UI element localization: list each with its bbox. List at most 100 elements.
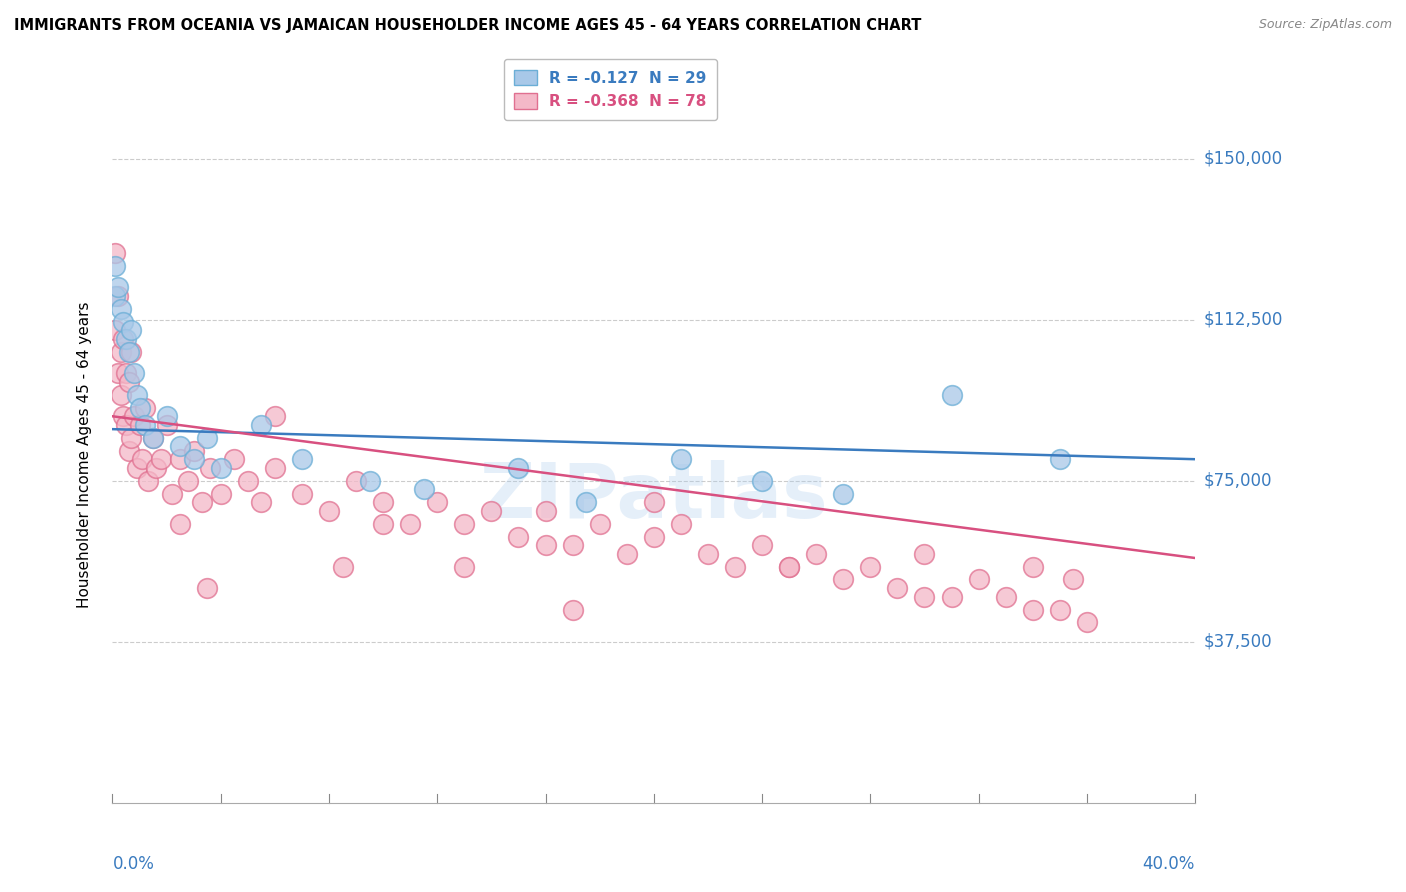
- Point: [264, 460, 287, 475]
- Point: [142, 431, 165, 445]
- Point: [399, 516, 422, 531]
- Point: [209, 486, 232, 500]
- Point: [778, 559, 800, 574]
- Text: IMMIGRANTS FROM OCEANIA VS JAMAICAN HOUSEHOLDER INCOME AGES 45 - 64 YEARS CORREL: IMMIGRANTS FROM OCEANIA VS JAMAICAN HOUS…: [14, 18, 921, 33]
- Point: [751, 538, 773, 552]
- Point: [122, 367, 145, 381]
- Text: $37,500: $37,500: [1204, 632, 1272, 651]
- Point: [575, 495, 598, 509]
- Point: [534, 538, 557, 552]
- Point: [371, 516, 394, 531]
- Point: [994, 590, 1017, 604]
- Point: [941, 388, 963, 402]
- Point: [426, 495, 449, 509]
- Point: [508, 529, 530, 543]
- Point: [195, 581, 218, 595]
- Point: [169, 439, 191, 453]
- Text: $112,500: $112,500: [1204, 310, 1282, 328]
- Point: [134, 417, 156, 432]
- Point: [115, 367, 138, 381]
- Point: [1049, 602, 1071, 616]
- Point: [914, 547, 936, 561]
- Point: [110, 344, 132, 359]
- Point: [136, 474, 159, 488]
- Point: [332, 559, 354, 574]
- Point: [371, 495, 394, 509]
- Point: [169, 452, 191, 467]
- Text: Source: ZipAtlas.com: Source: ZipAtlas.com: [1258, 18, 1392, 31]
- Point: [125, 460, 148, 475]
- Point: [1021, 559, 1043, 574]
- Point: [150, 452, 173, 467]
- Point: [453, 559, 475, 574]
- Point: [118, 443, 141, 458]
- Point: [804, 547, 827, 561]
- Point: [115, 417, 138, 432]
- Point: [107, 367, 129, 381]
- Point: [616, 547, 638, 561]
- Point: [191, 495, 214, 509]
- Point: [291, 486, 314, 500]
- Y-axis label: Householder Income Ages 45 - 64 years: Householder Income Ages 45 - 64 years: [77, 301, 91, 608]
- Point: [142, 431, 165, 445]
- Point: [120, 323, 142, 337]
- Point: [112, 409, 135, 424]
- Point: [344, 474, 367, 488]
- Point: [751, 474, 773, 488]
- Point: [112, 315, 135, 329]
- Point: [122, 409, 145, 424]
- Point: [914, 590, 936, 604]
- Point: [359, 474, 381, 488]
- Point: [177, 474, 200, 488]
- Point: [669, 452, 692, 467]
- Point: [967, 573, 990, 587]
- Point: [778, 559, 800, 574]
- Point: [110, 301, 132, 316]
- Point: [832, 573, 855, 587]
- Point: [696, 547, 718, 561]
- Point: [412, 483, 434, 497]
- Point: [941, 590, 963, 604]
- Point: [120, 431, 142, 445]
- Point: [104, 323, 127, 337]
- Text: 0.0%: 0.0%: [112, 855, 155, 873]
- Point: [1021, 602, 1043, 616]
- Point: [183, 452, 205, 467]
- Text: $75,000: $75,000: [1204, 472, 1271, 490]
- Point: [453, 516, 475, 531]
- Point: [859, 559, 882, 574]
- Point: [643, 495, 665, 509]
- Point: [1062, 573, 1084, 587]
- Legend: R = -0.127  N = 29, R = -0.368  N = 78: R = -0.127 N = 29, R = -0.368 N = 78: [503, 59, 717, 120]
- Point: [886, 581, 908, 595]
- Point: [264, 409, 287, 424]
- Point: [669, 516, 692, 531]
- Point: [107, 289, 129, 303]
- Point: [291, 452, 314, 467]
- Point: [832, 486, 855, 500]
- Point: [1076, 615, 1098, 630]
- Point: [198, 460, 221, 475]
- Point: [115, 332, 138, 346]
- Text: ZIPatlas: ZIPatlas: [479, 459, 828, 533]
- Text: 40.0%: 40.0%: [1143, 855, 1195, 873]
- Point: [224, 452, 246, 467]
- Point: [250, 417, 273, 432]
- Point: [481, 504, 503, 518]
- Point: [134, 401, 156, 415]
- Point: [128, 401, 150, 415]
- Point: [724, 559, 747, 574]
- Point: [107, 280, 129, 294]
- Point: [183, 443, 205, 458]
- Point: [508, 460, 530, 475]
- Point: [561, 538, 583, 552]
- Point: [145, 460, 167, 475]
- Point: [561, 602, 583, 616]
- Point: [155, 417, 177, 432]
- Point: [104, 246, 127, 260]
- Text: $150,000: $150,000: [1204, 150, 1282, 168]
- Point: [131, 452, 153, 467]
- Point: [120, 344, 142, 359]
- Point: [195, 431, 218, 445]
- Point: [118, 375, 141, 389]
